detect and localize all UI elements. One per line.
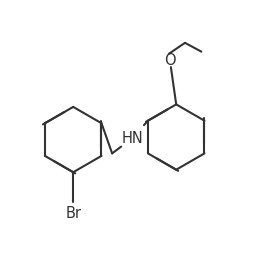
Text: O: O [164, 53, 176, 68]
Text: Br: Br [65, 206, 81, 221]
Text: HN: HN [121, 131, 143, 146]
